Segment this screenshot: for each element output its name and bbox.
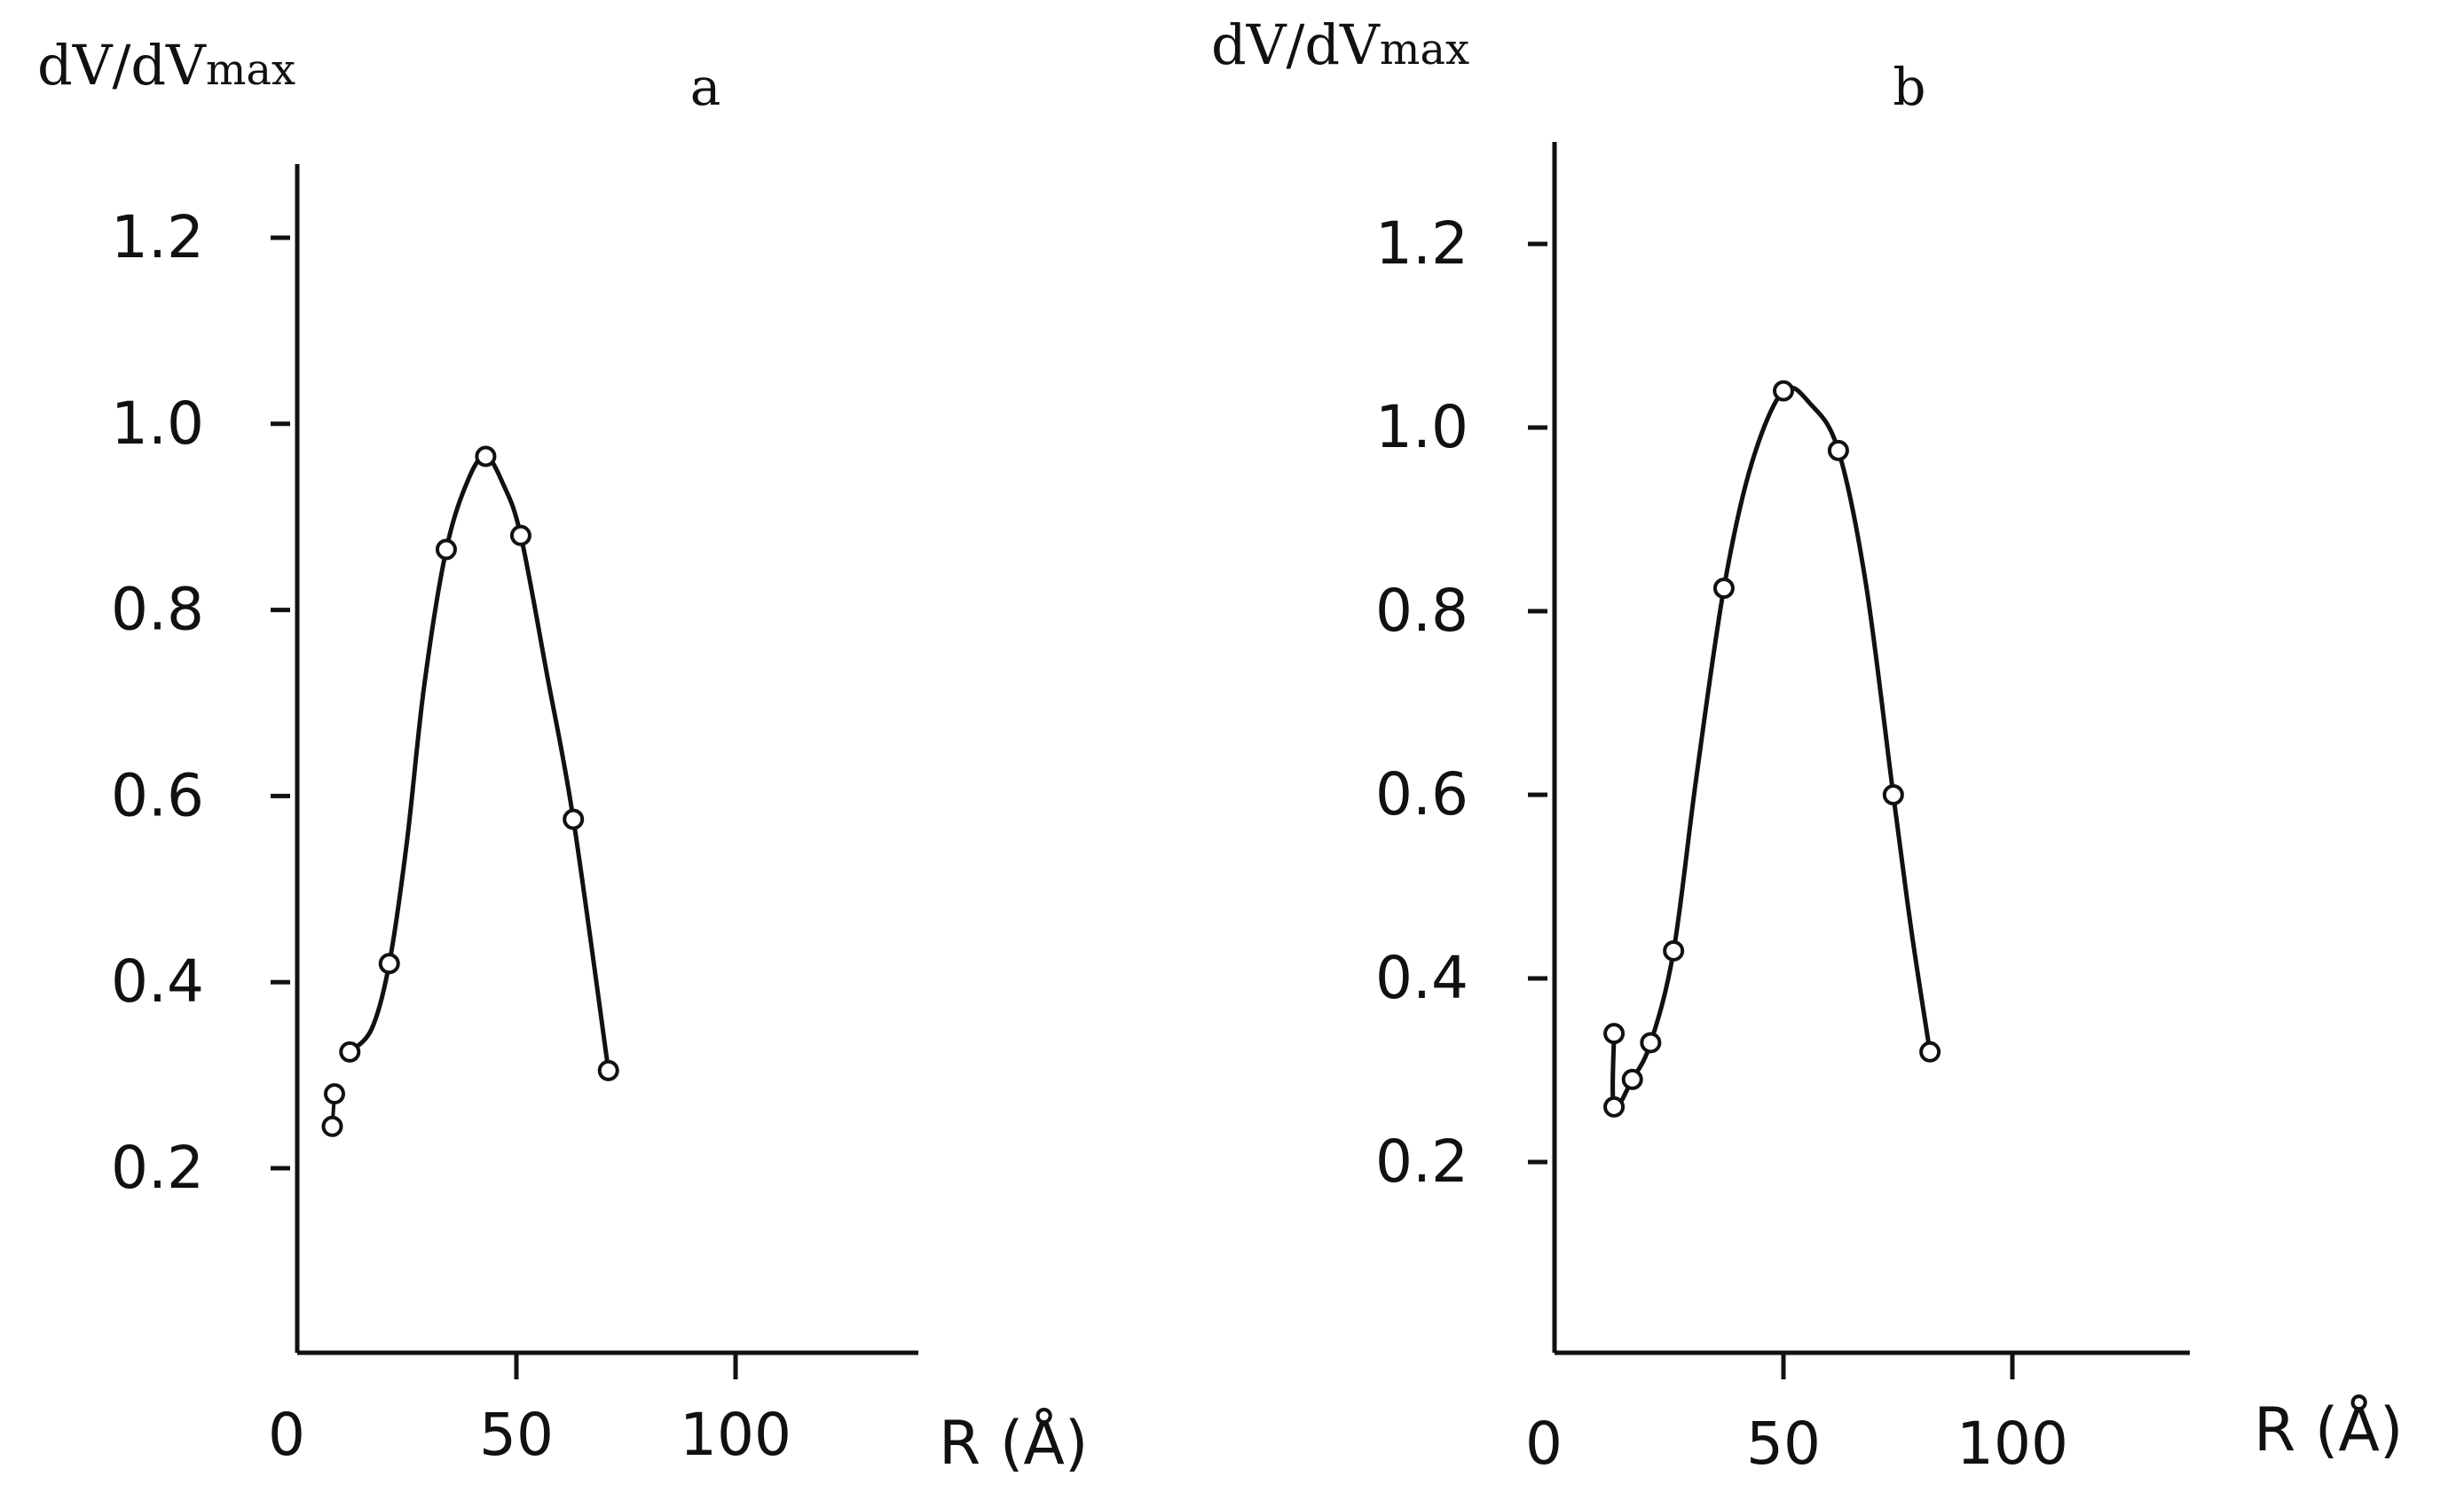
y-axis-label-a: dV/dVmax xyxy=(37,33,295,98)
data-point-a-6 xyxy=(509,524,531,546)
series-curve-a xyxy=(347,454,611,1073)
x-tick-label-b-1: 50 xyxy=(1746,1410,1821,1478)
x-axis-label-a: R (Å) xyxy=(939,1407,1088,1479)
data-point-a-1 xyxy=(323,1083,345,1105)
data-point-a-3 xyxy=(378,953,400,975)
series-curve-b xyxy=(1610,385,1933,1111)
data-point-b-3 xyxy=(1603,1023,1626,1045)
y-axis-label-main-b: dV/dV xyxy=(1211,12,1381,77)
y-tick-label-b-3: 0.8 xyxy=(1375,577,1468,645)
x-tick-label-b-2: 100 xyxy=(1956,1410,2068,1478)
data-point-b-1 xyxy=(1621,1068,1643,1090)
y-tick-label-a-2: 0.6 xyxy=(111,761,204,829)
data-point-b-5 xyxy=(1712,577,1735,600)
y-tick-label-a-5: 1.2 xyxy=(111,203,204,271)
data-point-b-7 xyxy=(1827,439,1849,461)
data-point-a-4 xyxy=(435,538,457,561)
y-tick-label-b-4: 1.0 xyxy=(1375,393,1468,461)
y-tick-label-b-1: 0.4 xyxy=(1375,944,1468,1012)
panel-title-b: b xyxy=(1893,57,1925,117)
y-axis-label-sub-b: max xyxy=(1380,25,1469,75)
panel-title-a: a xyxy=(690,57,721,117)
data-point-b-6 xyxy=(1773,380,1794,402)
y-tick-label-a-1: 0.4 xyxy=(111,947,204,1016)
x-tick-label-a-0: 0 xyxy=(268,1401,305,1469)
data-point-b-2 xyxy=(1640,1032,1662,1054)
y-tick-label-b-5: 1.2 xyxy=(1375,209,1468,278)
y-tick-label-a-3: 0.8 xyxy=(111,576,204,644)
y-axis-label-b: dV/dVmax xyxy=(1211,12,1469,77)
data-point-a-0 xyxy=(321,1115,343,1137)
data-point-b-8 xyxy=(1882,784,1904,805)
y-tick-label-a-0: 0.2 xyxy=(111,1134,204,1202)
data-point-a-8 xyxy=(597,1059,619,1081)
data-point-a-2 xyxy=(339,1041,361,1063)
data-point-b-4 xyxy=(1663,939,1685,962)
y-axis-label-main-a: dV/dV xyxy=(37,33,207,98)
x-tick-label-a-1: 50 xyxy=(479,1401,554,1469)
x-tick-label-b-0: 0 xyxy=(1525,1410,1563,1478)
x-tick-label-a-2: 100 xyxy=(680,1401,791,1469)
data-point-a-5 xyxy=(475,445,497,467)
y-axis-label-sub-a: max xyxy=(206,45,295,95)
data-point-b-9 xyxy=(1919,1041,1941,1063)
data-point-a-7 xyxy=(563,808,585,830)
x-axis-label-b: R (Å) xyxy=(2254,1394,2403,1465)
y-tick-label-a-4: 1.0 xyxy=(111,389,204,458)
data-point-b-0 xyxy=(1603,1096,1626,1118)
y-tick-label-b-2: 0.6 xyxy=(1375,760,1468,829)
y-tick-label-b-0: 0.2 xyxy=(1375,1127,1468,1196)
